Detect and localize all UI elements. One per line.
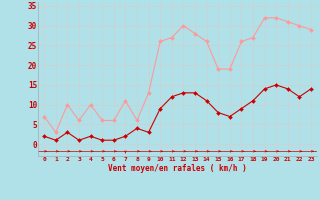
X-axis label: Vent moyen/en rafales ( km/h ): Vent moyen/en rafales ( km/h ) (108, 164, 247, 173)
